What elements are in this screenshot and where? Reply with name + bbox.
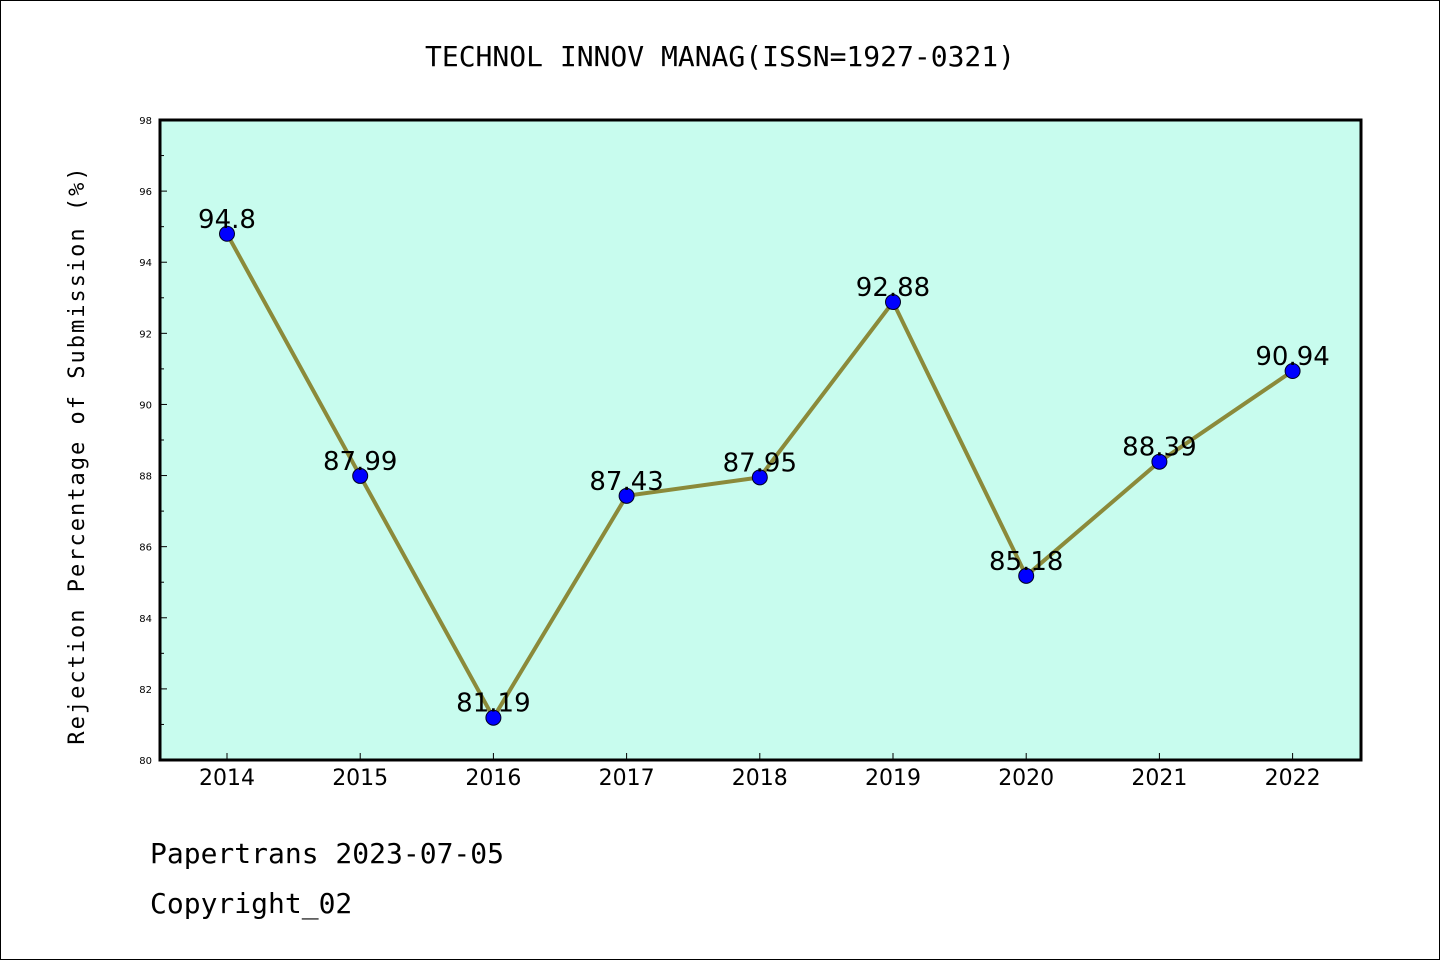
x-tick-label: 2015	[332, 766, 388, 791]
y-tick-label: 98	[139, 116, 152, 127]
y-tick-label: 82	[139, 685, 152, 696]
data-point	[1151, 453, 1168, 470]
data-point	[618, 487, 635, 504]
data-point	[485, 709, 502, 726]
plot-area	[158, 118, 1363, 762]
data-label: 88.39	[1122, 433, 1196, 463]
y-tick-label: 84	[139, 614, 152, 625]
data-point	[1284, 363, 1301, 380]
data-point	[751, 469, 768, 486]
data-label: 81.19	[456, 689, 530, 719]
x-tick-label: 2014	[199, 766, 255, 791]
data-label: 94.8	[198, 205, 256, 235]
y-tick-label: 86	[139, 543, 152, 554]
x-tick-label: 2020	[998, 766, 1054, 791]
data-label: 90.94	[1255, 342, 1329, 372]
data-point-markers	[219, 225, 1301, 726]
x-tick-label: 2022	[1265, 766, 1321, 791]
x-tick-label: 2021	[1131, 766, 1187, 791]
y-tick-label: 92	[139, 329, 152, 340]
x-axis-ticks: 2014 2015 2016 2017 2018 2019 2020 2021 2022	[199, 753, 1321, 791]
y-tick-label: 80	[139, 756, 152, 767]
y-tick-label: 88	[139, 472, 152, 483]
x-tick-label: 2016	[465, 766, 521, 791]
y-tick-label: 90	[139, 400, 152, 411]
footer-source: Papertrans 2023-07-05	[150, 837, 504, 870]
data-label: 87.95	[723, 448, 797, 478]
data-point	[885, 294, 901, 311]
data-label: 87.99	[323, 447, 397, 477]
data-label: 92.88	[856, 273, 930, 303]
data-labels: 94.8 87.99 81.19 87.43 87.95 92.88 85.18 88.39 9…	[198, 205, 1330, 719]
footer-copyright: Copyright_02	[150, 887, 352, 921]
y-axis-ticks: 80 82 84 86 88 90 92 94 96 98	[139, 116, 167, 767]
data-point	[219, 225, 235, 242]
data-point	[1018, 567, 1035, 584]
y-axis-label: Rejection Percentage of Submission (%)	[65, 165, 90, 744]
y-tick-label: 96	[139, 187, 152, 198]
data-point	[352, 467, 369, 484]
x-tick-label: 2018	[732, 766, 788, 791]
chart-title: TECHNOL INNOV MANAG(ISSN=1927-0321)	[425, 40, 1015, 73]
data-label: 85.18	[989, 547, 1063, 577]
x-tick-label: 2017	[599, 766, 655, 791]
data-label: 87.43	[589, 467, 663, 497]
x-tick-label: 2019	[865, 766, 921, 791]
y-tick-label: 94	[139, 258, 152, 269]
